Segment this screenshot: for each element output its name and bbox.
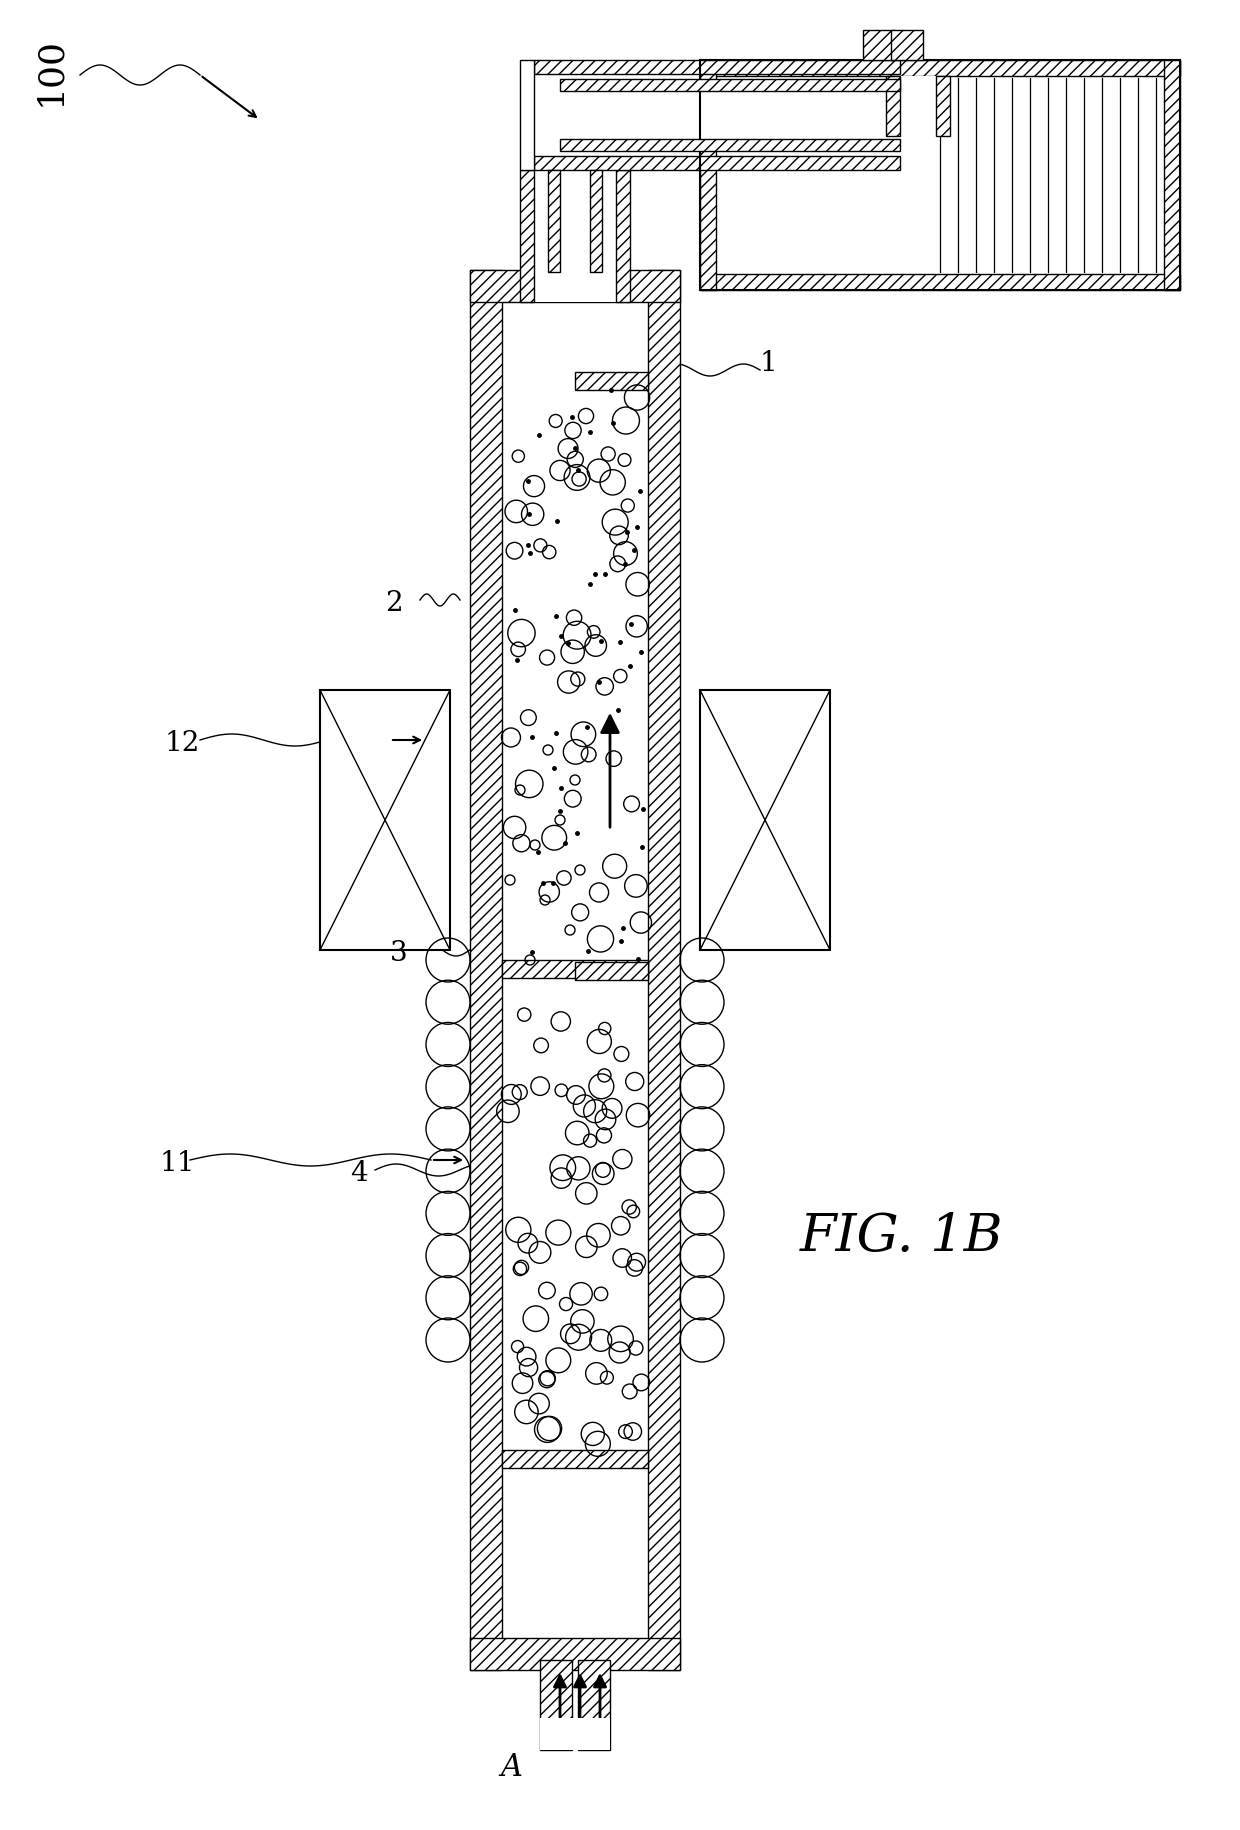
Bar bbox=[575, 373, 649, 392]
Bar bbox=[560, 139, 900, 152]
Bar bbox=[470, 1638, 680, 1671]
Bar bbox=[649, 271, 680, 1671]
Bar bbox=[900, 77, 936, 141]
Bar bbox=[560, 170, 590, 273]
Bar bbox=[701, 274, 1180, 291]
Bar bbox=[892, 31, 923, 60]
Bar bbox=[320, 690, 450, 950]
Bar bbox=[470, 271, 502, 1671]
Bar bbox=[701, 690, 830, 950]
Bar bbox=[539, 1718, 610, 1749]
Text: 100: 100 bbox=[33, 37, 67, 106]
Bar bbox=[936, 77, 950, 137]
Text: 1: 1 bbox=[760, 350, 777, 377]
Bar bbox=[520, 60, 534, 170]
Bar bbox=[1164, 60, 1180, 291]
Bar bbox=[534, 157, 900, 170]
Text: 2: 2 bbox=[384, 589, 403, 617]
Bar bbox=[887, 77, 900, 137]
Bar bbox=[539, 1660, 572, 1749]
Text: 3: 3 bbox=[391, 939, 408, 966]
Bar bbox=[548, 170, 560, 273]
Bar bbox=[502, 961, 649, 979]
Bar bbox=[616, 170, 630, 302]
Bar bbox=[520, 170, 534, 302]
Text: 11: 11 bbox=[160, 1149, 196, 1177]
Bar bbox=[701, 60, 1180, 291]
Bar bbox=[863, 31, 895, 60]
Bar bbox=[715, 77, 1164, 274]
Text: FIG. 1B: FIG. 1B bbox=[800, 1210, 1003, 1261]
Text: 12: 12 bbox=[165, 730, 201, 756]
Text: A: A bbox=[500, 1751, 522, 1782]
Bar bbox=[701, 60, 1180, 77]
Bar bbox=[534, 75, 900, 157]
Bar bbox=[502, 302, 649, 1638]
Bar bbox=[578, 1660, 610, 1749]
Bar bbox=[560, 92, 900, 139]
Bar bbox=[701, 60, 715, 291]
Bar bbox=[534, 60, 900, 75]
Bar bbox=[560, 81, 900, 92]
Bar bbox=[534, 170, 616, 302]
Bar bbox=[502, 1449, 649, 1468]
Bar bbox=[590, 170, 601, 273]
Bar bbox=[575, 963, 649, 981]
Text: 4: 4 bbox=[350, 1160, 367, 1186]
Bar bbox=[470, 271, 680, 302]
